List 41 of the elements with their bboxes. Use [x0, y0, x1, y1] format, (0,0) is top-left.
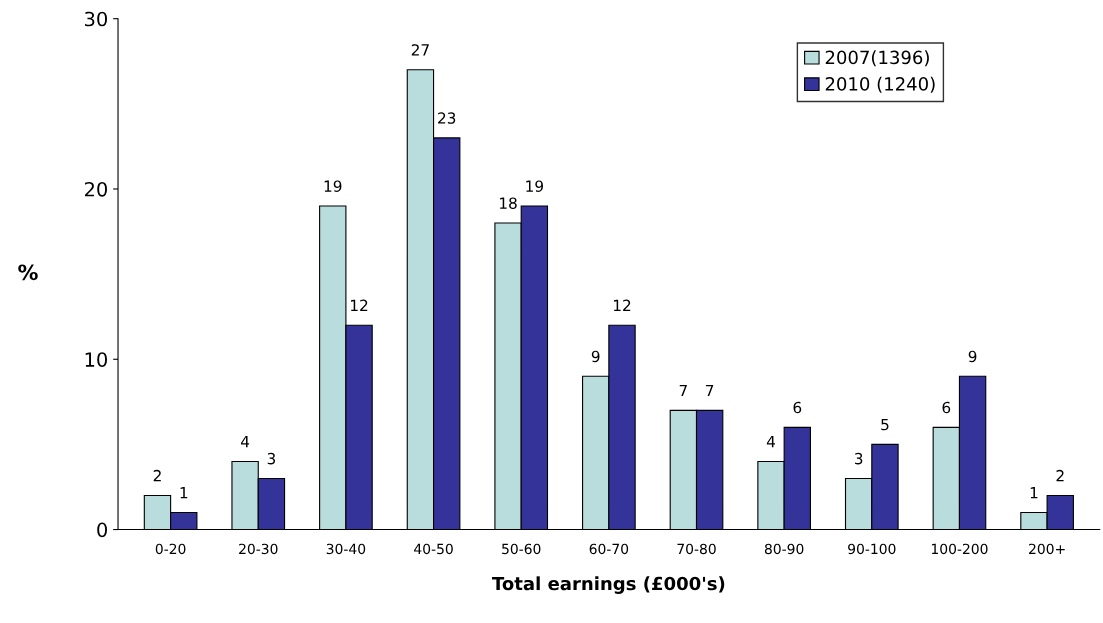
- data-label: 1: [1030, 487, 1038, 499]
- data-label: 19: [526, 180, 543, 192]
- data-label: 9: [968, 350, 977, 363]
- y-tick-label: 0: [97, 522, 108, 538]
- x-tick-label: 30-40: [326, 543, 366, 555]
- x-axis-title: Total earnings (£000's): [492, 576, 725, 594]
- x-tick-label: 80-90: [764, 543, 804, 555]
- data-label: 9: [591, 350, 600, 363]
- x-tick-label: 50-60: [502, 543, 541, 555]
- x-tick-label: 70-80: [677, 543, 716, 555]
- x-tick-label: 0-20: [155, 543, 186, 555]
- data-label: 18: [500, 197, 517, 209]
- y-axis-title: %: [18, 264, 38, 281]
- data-label: 27: [411, 44, 429, 56]
- data-label: 6: [942, 401, 951, 414]
- x-tick-label: 20-30: [239, 543, 278, 555]
- data-label: 5: [881, 418, 889, 431]
- legend-label: 2007(1396): [825, 50, 929, 67]
- data-label: 4: [241, 436, 250, 448]
- data-label: 2: [1056, 469, 1064, 482]
- data-label: 6: [793, 401, 802, 414]
- data-label: 12: [351, 299, 368, 311]
- data-label: 4: [766, 436, 776, 448]
- data-label: 7: [706, 384, 714, 397]
- data-label: 3: [854, 452, 863, 465]
- data-label: 7: [679, 384, 687, 397]
- data-label: 19: [324, 180, 342, 192]
- x-tick-label: 100-200: [931, 543, 988, 555]
- x-tick-label: 90-100: [848, 543, 896, 555]
- data-label: 23: [438, 112, 456, 124]
- legend-label: 2010 (1240): [825, 76, 935, 93]
- data-label: 2: [153, 469, 161, 482]
- data-label: 12: [613, 299, 631, 311]
- x-tick-label: 200+: [1029, 543, 1065, 555]
- data-label: 1: [180, 487, 188, 499]
- y-tick-label: 10: [85, 352, 108, 367]
- data-label: 3: [267, 452, 276, 465]
- y-tick-label: 20: [84, 181, 108, 197]
- y-tick-label: 30: [85, 11, 108, 27]
- x-tick-label: 60-70: [589, 543, 629, 555]
- x-tick-label: 40-50: [414, 543, 453, 555]
